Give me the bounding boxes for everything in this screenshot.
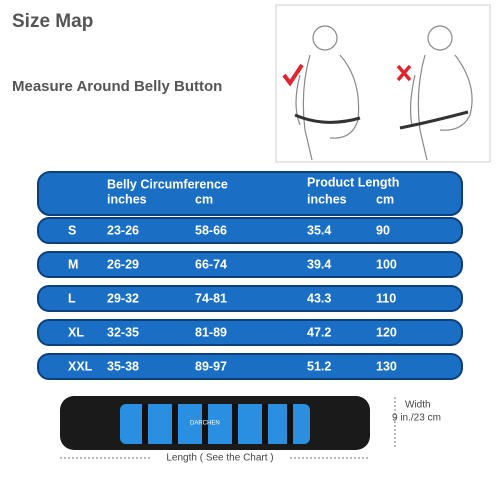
length-label: Length ( See the Chart ): [166, 453, 273, 464]
cell: 29-32: [107, 291, 139, 305]
sub-header: cm: [195, 192, 213, 206]
group-header: Belly Circumference: [107, 177, 228, 191]
cell: 81-89: [195, 325, 227, 339]
title: Size Map: [12, 11, 93, 32]
cell: 26-29: [107, 257, 139, 271]
cell: 90: [376, 223, 390, 237]
sub-header: inches: [307, 192, 347, 206]
sub-header: inches: [107, 192, 147, 206]
figure-left: [294, 25, 361, 161]
row-bar: [37, 285, 463, 312]
subtitle: Measure Around Belly Button: [12, 78, 222, 95]
header-bar: [37, 171, 463, 216]
row-bar: [37, 217, 463, 244]
cell: 130: [376, 359, 397, 373]
cell: 58-66: [195, 223, 227, 237]
cell: 74-81: [195, 291, 227, 305]
cell: 32-35: [107, 325, 139, 339]
cross-icon: [396, 64, 412, 82]
cell: S: [68, 223, 76, 237]
cell: 39.4: [307, 257, 331, 271]
row-bar: [37, 251, 463, 278]
product-image: DARCHEN Width 9 in./23 cm Length ( See t…: [60, 396, 441, 464]
cell: 35.4: [307, 223, 331, 237]
check-icon: [282, 63, 304, 87]
width-value: 9 in./23 cm: [392, 413, 441, 424]
row-bar: [37, 319, 463, 346]
cell: 100: [376, 257, 397, 271]
cell: 110: [376, 291, 396, 305]
cell: 35-38: [107, 359, 139, 373]
cell: M: [68, 257, 78, 271]
row-bar: [37, 353, 463, 380]
sub-header: cm: [376, 192, 394, 206]
cell: 66-74: [195, 257, 227, 271]
cell: 51.2: [307, 359, 331, 373]
illustration: [275, 4, 491, 163]
cell: XL: [68, 325, 84, 339]
cell: XXL: [68, 359, 93, 373]
group-header: Product Length: [307, 175, 399, 189]
figure-right: [399, 25, 473, 161]
cell: L: [68, 291, 76, 305]
cell: 23-26: [107, 223, 139, 237]
cell: 47.2: [307, 325, 331, 339]
width-label: Width: [405, 400, 431, 411]
cell: 43.3: [307, 291, 331, 305]
size-table: Belly Circumference Product Length inche…: [37, 171, 463, 380]
illustration-frame: [275, 4, 491, 163]
cell: 89-97: [195, 359, 227, 373]
brand: DARCHEN: [190, 421, 220, 427]
cell: 120: [376, 325, 397, 339]
